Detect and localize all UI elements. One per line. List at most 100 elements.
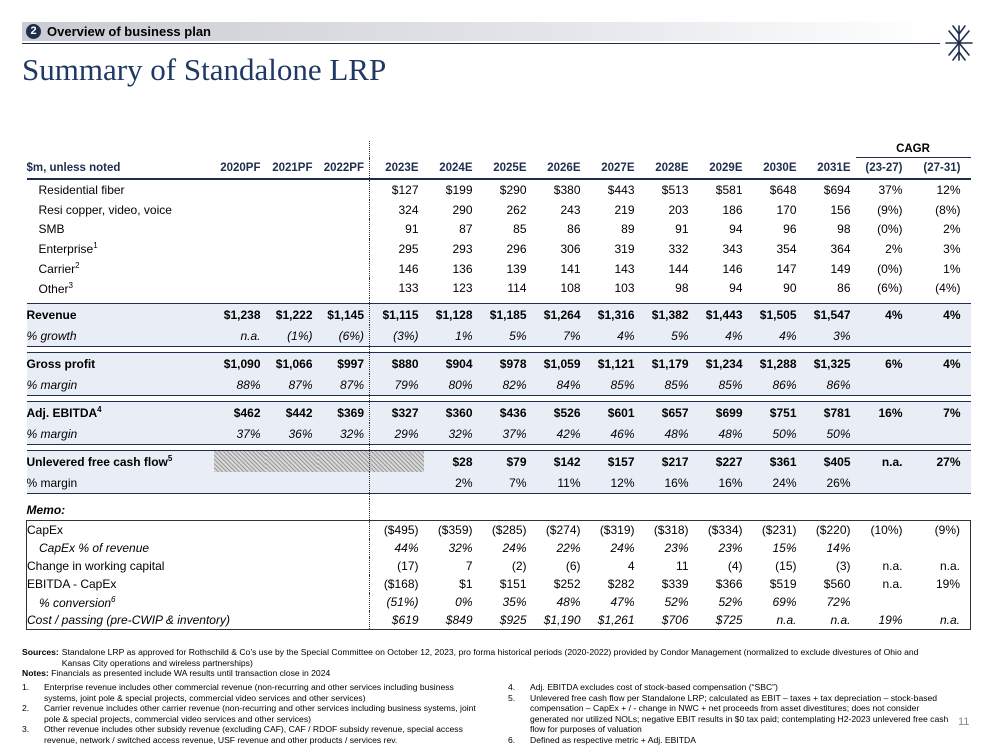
table-cell: $127 (369, 179, 424, 200)
table-cell: (6) (565, 559, 581, 574)
table-cell: 36% (265, 423, 318, 446)
row-label-text: Adj. EBITDA (26, 406, 98, 421)
table-cell: (0%) (877, 261, 903, 276)
header-cell (424, 141, 478, 158)
table-cell: $217 (639, 450, 694, 473)
table-cell: n.a. (882, 559, 903, 574)
table-cell: $725 (693, 611, 748, 631)
header-cell (694, 141, 748, 158)
table-cell: $462 (213, 401, 266, 424)
table-cell: 144 (668, 261, 689, 276)
table-cell (318, 179, 370, 200)
table-cell: $694 (823, 182, 851, 197)
row-label: Resi copper, video, voice (27, 200, 214, 220)
table-cell: 52% (664, 595, 689, 610)
table-cell: 24% (610, 541, 635, 556)
table-cell (214, 593, 266, 611)
table-cell: 296 (506, 241, 527, 256)
table-cell (318, 499, 370, 521)
table-cell: 32% (423, 423, 478, 446)
table-cell: (6%) (877, 281, 903, 296)
table-cell: $361 (747, 450, 802, 473)
table-cell: 114 (507, 281, 527, 296)
table-cell: $1,261 (585, 611, 640, 631)
table-cell: 139 (506, 261, 527, 276)
table-cell (855, 374, 913, 397)
spacer (27, 395, 971, 402)
table-cell: $581 (715, 182, 743, 197)
table-cell (318, 557, 370, 575)
table-cell: 136 (452, 261, 473, 276)
table-cell: 143 (614, 261, 635, 276)
table-cell: (1%) (265, 325, 318, 348)
table-cell: 14% (826, 541, 851, 556)
row-label-text: Gross profit (26, 356, 96, 371)
header-cell (748, 141, 802, 158)
table-cell: 16% (693, 472, 748, 495)
table-cell: 23% (664, 541, 689, 556)
table-cell: 108 (560, 281, 581, 296)
table-cell: 3% (801, 325, 856, 348)
footnote: 2. Carrier revenue includes other carrier… (22, 703, 482, 724)
table-cell: n.a. (213, 325, 266, 348)
table-cell (317, 611, 370, 631)
table-cell (265, 611, 318, 631)
table-cell: 146 (722, 261, 743, 276)
table-cell: 3% (943, 241, 961, 256)
footnote: 5. Unlevered free cash flow per Standalon… (508, 693, 953, 735)
table-cell: $699 (693, 401, 748, 424)
table-cell: 12% (585, 472, 640, 495)
table-row: CapEx ($495) ($359) ($285) ($274) ($319) ($318… (26, 520, 971, 540)
table-cell: 85% (639, 374, 694, 397)
table-cell: 69% (772, 595, 797, 610)
table-cell: 2% (423, 472, 478, 495)
table-cell (318, 575, 370, 593)
table-cell: (6%) (317, 325, 370, 348)
table-cell: n.a. (912, 611, 971, 631)
table-cell: 35% (502, 595, 527, 610)
table-cell (694, 499, 748, 521)
table-row: Residential fiber $127 $199 $290 $380 $443 $51… (27, 179, 971, 200)
header-cell (369, 141, 424, 158)
table-cell: 4 (627, 559, 635, 574)
table-cell: $1,288 (747, 352, 802, 375)
table-cell (912, 472, 971, 495)
table-cell: 123 (452, 281, 473, 296)
table-cell: ($334) (693, 520, 748, 540)
table-cell: n.a. (801, 611, 856, 631)
table-cell: $1,121 (585, 352, 640, 375)
table-cell: 293 (452, 241, 473, 256)
table-cell: $1,234 (693, 352, 748, 375)
spacer (27, 493, 971, 500)
header-cell (802, 141, 856, 158)
table-cell: 4% (912, 352, 971, 375)
table-cell: 103 (614, 281, 635, 296)
table-row: Cost / passing (pre-CWIP & inventory) $61… (26, 611, 971, 631)
table-cell: (8%) (935, 202, 961, 217)
table-cell: 46% (585, 423, 640, 446)
table-cell: 85 (513, 222, 527, 237)
header-cell (586, 141, 640, 158)
table-cell: 156 (830, 202, 851, 217)
row-label: Cost / passing (pre-CWIP & inventory) (26, 611, 230, 631)
table-cell: $1 (459, 577, 473, 592)
table-cell: $405 (801, 450, 856, 473)
row-label: % conversion6 (26, 593, 214, 612)
table-cell: $1,066 (265, 352, 318, 375)
table-cell: 364 (830, 241, 851, 256)
table-cell: 4% (747, 325, 802, 348)
row-label: % margin (26, 374, 214, 397)
spacer (27, 444, 971, 451)
table-cell: 87% (317, 374, 370, 397)
table-row: Enterprise1 295 293 296 306 319 332 343 354 364 2%… (27, 239, 971, 259)
table-cell (855, 472, 913, 495)
section-number: 2 (26, 24, 41, 39)
table-cell: $925 (477, 611, 532, 631)
table-cell: $648 (769, 182, 797, 197)
table-cell (214, 278, 266, 298)
table-cell: $849 (423, 611, 478, 631)
row-label: Revenue (26, 303, 214, 326)
memo-label-row: Memo: (27, 499, 971, 521)
table-cell (213, 450, 266, 473)
